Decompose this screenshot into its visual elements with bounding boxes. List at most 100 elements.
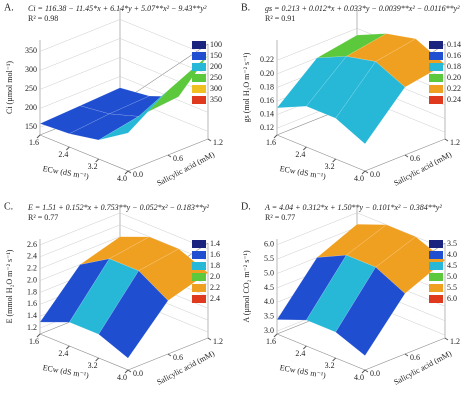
legend-label: 0.22 bbox=[447, 84, 461, 93]
legend-label: 2.2 bbox=[210, 283, 220, 292]
y-tick-label: 0.0 bbox=[370, 170, 380, 179]
z-tick-label: 1.2 bbox=[27, 323, 37, 332]
legend-label: 150 bbox=[210, 51, 222, 60]
legend-label: 0.14 bbox=[447, 40, 461, 49]
x-tick bbox=[332, 357, 337, 362]
x-tick-label: 3.2 bbox=[88, 361, 98, 370]
legend-label: 3.5 bbox=[447, 239, 457, 248]
z-tick-label: 300 bbox=[25, 65, 37, 74]
legend-swatch bbox=[192, 74, 206, 82]
z-tick-label: 0.22 bbox=[260, 55, 274, 64]
y-tick bbox=[167, 353, 172, 357]
y-tick bbox=[444, 138, 449, 142]
x-tick bbox=[95, 357, 100, 362]
panel-label: D. bbox=[241, 201, 251, 212]
z-axis-label: gs (mol H₂O m⁻² s⁻¹) bbox=[242, 52, 251, 122]
grid-line bbox=[39, 19, 209, 56]
legend-label: 300 bbox=[210, 84, 222, 93]
legend-label: 0.20 bbox=[447, 73, 461, 82]
x-tick-label: 1.6 bbox=[29, 337, 39, 346]
legend-swatch bbox=[429, 85, 443, 93]
legend-label: 1.4 bbox=[210, 239, 220, 248]
panel: D. A = 4.04 + 0.312*x + 1.50**y − 0.101*x… bbox=[241, 201, 460, 387]
legend-swatch bbox=[192, 85, 206, 93]
y-tick-label: 1.2 bbox=[450, 138, 460, 147]
z-tick-label: 2.0 bbox=[27, 275, 37, 284]
legend-label: 6.0 bbox=[447, 294, 457, 303]
surface-patch bbox=[98, 90, 169, 141]
y-axis-label: Salicylic acid (mM) bbox=[155, 349, 216, 387]
y-tick bbox=[127, 170, 132, 174]
legend-label: 2.4 bbox=[210, 294, 220, 303]
legend-label: 0.24 bbox=[447, 95, 461, 104]
z-tick-label: 2.4 bbox=[27, 252, 37, 261]
x-tick bbox=[65, 146, 70, 151]
legend-label: 1.6 bbox=[210, 250, 220, 259]
r-squared: R² = 0.91 bbox=[265, 14, 295, 23]
legend-label: 350 bbox=[210, 95, 222, 104]
y-tick bbox=[127, 369, 132, 373]
box-edge bbox=[39, 333, 129, 371]
grid-line bbox=[39, 212, 209, 250]
legend-swatch bbox=[192, 295, 206, 303]
legend-swatch bbox=[429, 284, 443, 292]
legend-swatch bbox=[429, 273, 443, 281]
legend-label: 2.0 bbox=[210, 272, 220, 281]
equation: E = 1.51 + 0.152*x + 0.753**y − 0.052*x²… bbox=[27, 203, 209, 212]
surface-patch bbox=[335, 61, 406, 145]
legend-label: 5.5 bbox=[447, 283, 457, 292]
legend-swatch bbox=[192, 240, 206, 248]
y-tick bbox=[364, 170, 369, 174]
z-tick-label: 6.0 bbox=[264, 240, 274, 249]
x-tick-label: 4.0 bbox=[354, 373, 364, 382]
surface-patch bbox=[138, 248, 209, 301]
y-tick bbox=[444, 337, 449, 341]
z-tick-label: 150 bbox=[25, 122, 37, 131]
x-tick bbox=[361, 369, 366, 374]
x-tick-label: 4.0 bbox=[117, 373, 127, 382]
y-tick-label: 1.2 bbox=[213, 138, 223, 147]
legend-label: 4.5 bbox=[447, 261, 457, 270]
legend-swatch bbox=[192, 273, 206, 281]
y-tick bbox=[364, 369, 369, 373]
x-tick bbox=[36, 134, 41, 139]
equation: Ci = 116.38 − 11.45*x + 6.14*y + 5.07**x… bbox=[28, 4, 207, 13]
x-tick-label: 3.2 bbox=[88, 162, 98, 171]
x-axis-label: ECw (dS m⁻¹) bbox=[279, 164, 327, 181]
legend-label: 250 bbox=[210, 73, 222, 82]
legend-swatch bbox=[429, 262, 443, 270]
y-tick-label: 0.0 bbox=[370, 369, 380, 378]
x-tick bbox=[124, 369, 129, 374]
x-tick-label: 3.2 bbox=[325, 361, 335, 370]
z-tick-label: 1.4 bbox=[27, 311, 37, 320]
box-edge bbox=[276, 333, 366, 371]
x-tick-label: 2.4 bbox=[58, 150, 68, 159]
x-tick bbox=[36, 333, 41, 338]
x-tick bbox=[95, 158, 100, 163]
y-tick-label: 0.6 bbox=[410, 154, 420, 163]
x-tick-label: 2.4 bbox=[58, 349, 68, 358]
legend-label: 5.0 bbox=[447, 272, 457, 281]
x-tick-label: 2.4 bbox=[295, 150, 305, 159]
z-tick-label: 250 bbox=[25, 84, 37, 93]
legend-label: 1.8 bbox=[210, 261, 220, 270]
panel-label: A. bbox=[4, 2, 14, 13]
legend-label: 100 bbox=[210, 40, 222, 49]
grid-line bbox=[39, 38, 209, 75]
equation: A = 4.04 + 0.312*x + 1.50**y − 0.101*x² … bbox=[264, 203, 442, 212]
z-tick-label: 0.12 bbox=[260, 123, 274, 132]
y-tick bbox=[207, 138, 212, 142]
y-axis-label: Salicylic acid (mM) bbox=[392, 150, 453, 188]
legend-swatch bbox=[429, 63, 443, 71]
x-tick bbox=[302, 146, 307, 151]
z-tick-label: 0.14 bbox=[260, 109, 274, 118]
x-axis-label: ECw (dS m⁻¹) bbox=[42, 363, 90, 380]
y-tick bbox=[207, 337, 212, 341]
x-tick-label: 1.6 bbox=[29, 138, 39, 147]
box-edge bbox=[39, 134, 129, 172]
z-tick-label: 200 bbox=[25, 103, 37, 112]
x-tick-label: 3.2 bbox=[325, 162, 335, 171]
legend-swatch bbox=[429, 295, 443, 303]
z-tick-label: 3.5 bbox=[264, 312, 274, 321]
legend-swatch bbox=[192, 251, 206, 259]
